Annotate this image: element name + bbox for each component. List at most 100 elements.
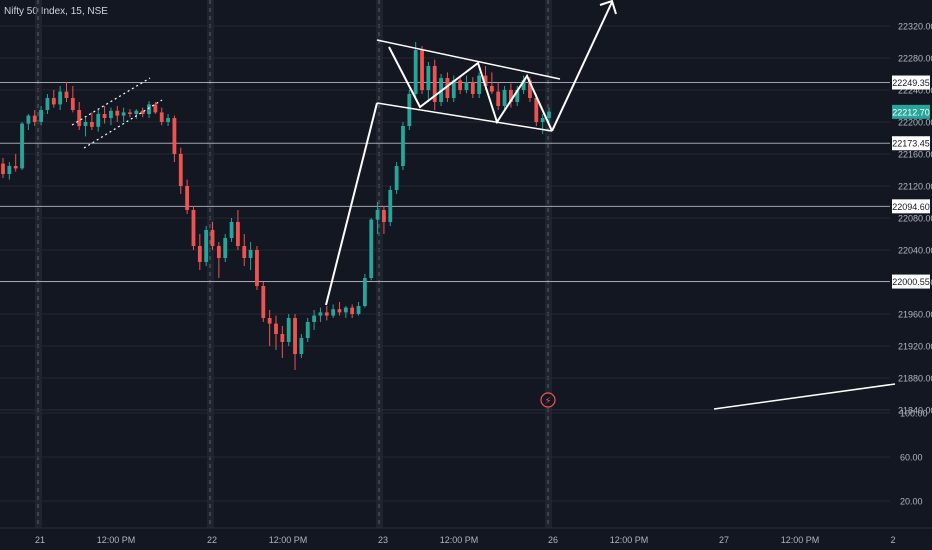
candle-body [121,112,126,116]
price-tick-label: 21840.00 [898,406,932,416]
last-price-label: 22212.70 [892,107,930,117]
candle-body [451,80,456,98]
candle-body [58,91,63,105]
time-tick-label: 23 [378,535,388,545]
breakout-arrow-head [599,0,617,15]
flag-upper-line [376,39,561,80]
price-tick-label: 22080.00 [898,214,932,224]
candle-body [464,82,469,90]
candle-body [470,82,475,94]
candle-body [496,91,501,106]
candle-body [223,238,228,258]
candle-body [109,110,113,118]
price-tick-label: 22160.00 [898,150,932,160]
candle-body [13,166,18,169]
candle-body [280,334,285,342]
price-tick-label: 22120.00 [898,182,932,192]
candle-body [102,114,107,118]
candle-body [77,110,82,126]
candle-body [426,66,431,90]
candle-body [7,166,12,174]
candle-body [477,75,482,94]
candle-body [534,98,539,122]
chart-title: Nifty 50 Index, 15, NSE [4,6,108,17]
last-price-badge [892,104,930,119]
candle-body [324,312,329,316]
candle-body [521,80,526,90]
candle-body [147,104,151,114]
candle-body [134,110,139,114]
level-badge-label: 22094.60 [892,202,930,212]
candle-body [305,322,310,338]
candle-body [369,219,374,278]
candle-body [96,114,101,127]
candle-body [216,246,221,258]
candle-body [153,104,158,113]
candle-body [293,318,297,354]
level-badge [892,75,930,90]
candle-body [432,66,437,102]
level-badge-label: 22173.45 [892,139,930,149]
candle-body [407,94,412,126]
candle-body [89,122,94,127]
candle-body [445,78,450,98]
time-tick-label: 12:00 PM [610,535,649,545]
candle-body [115,110,120,116]
candle-body [197,246,202,262]
candle-body [489,86,494,92]
candle-body [509,90,513,102]
breakout-arrow-line [551,1,613,132]
candle-body [32,115,37,122]
candle-body [388,190,393,222]
time-tick-label: 27 [719,535,729,545]
candle-body [515,90,520,102]
time-tick-label: 12:00 PM [781,535,820,545]
indicator-tick-label: 60.00 [900,453,923,463]
price-tick-label: 21920.00 [898,342,932,352]
price-tick-label: 22240.00 [898,86,932,96]
candle-body [540,118,545,122]
price-tick-label: 21880.00 [898,374,932,384]
candle-body [267,318,272,324]
candle-body [172,118,177,154]
candle-body [528,80,532,98]
candle-body [26,115,31,124]
candle-body [242,246,247,258]
zigzag-line [388,46,553,132]
time-tick-label: 21 [35,535,45,545]
time-tick-label: 12:00 PM [97,535,136,545]
level-badge [892,199,930,214]
level-badge [892,274,930,289]
candle-body [83,122,88,126]
time-tick-label: 12:00 PM [440,535,479,545]
candle-body [178,154,183,186]
candle-body [191,210,196,246]
trend-ray-line [713,383,896,410]
candle-body [64,91,69,98]
candle-body [166,118,170,122]
candle-body [20,123,24,169]
indicator-tick-label: 20.00 [900,497,923,507]
candle-body [140,110,145,114]
candle-body [362,278,367,306]
candle-body [413,50,418,94]
indicator-tick-label: 100.00 [900,409,928,419]
candle-body [420,50,424,90]
candle-body [255,250,259,286]
candle-body [70,98,75,110]
candle-body [261,286,266,318]
level-badge-label: 22000.55 [892,277,930,287]
candle-body [185,186,190,210]
time-tick-label: 26 [548,535,558,545]
price-tick-label: 21960.00 [898,310,932,320]
candle-body [312,315,316,322]
candle-body [483,75,488,86]
lightning-icon-glyph: ⚡ [544,396,551,407]
channel-lower-line [83,99,163,149]
candle-body [229,222,234,238]
rally-line [325,102,378,306]
level-badge [892,136,930,151]
candle-body [210,230,215,246]
candle-body [394,166,399,190]
